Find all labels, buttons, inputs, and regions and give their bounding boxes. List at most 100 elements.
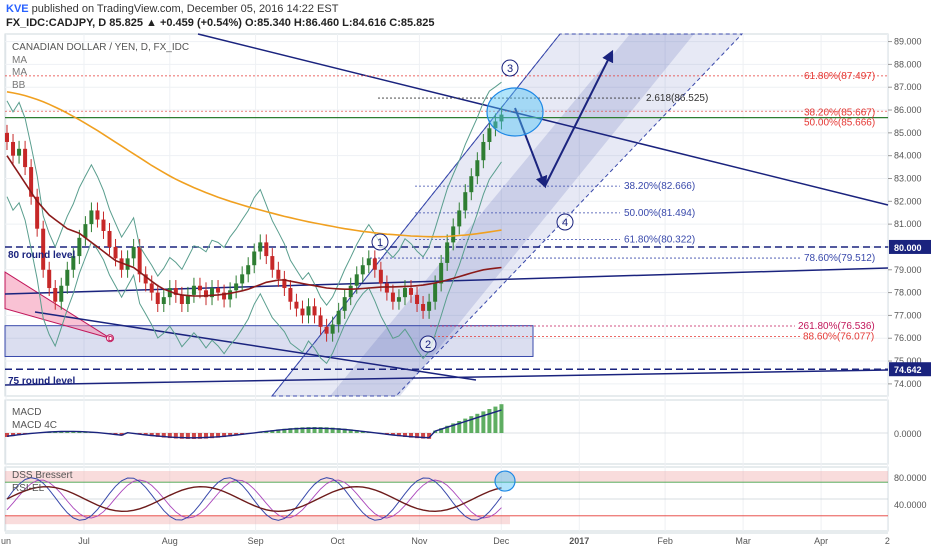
candle-body [132, 247, 136, 258]
candle-body [469, 176, 473, 192]
macd-4c-label[interactable]: MACD 4C [12, 420, 57, 431]
price-badge-80.000: 80.000 [894, 243, 922, 253]
candle-body [65, 270, 69, 286]
candle-body [481, 142, 485, 160]
candle-body [156, 293, 160, 304]
price-tick-label: 87.000 [894, 82, 922, 92]
time-label-Aug: Aug [162, 536, 178, 546]
candle-body [11, 142, 15, 156]
fib-lower-label-0: 261.80%(76.536) [798, 321, 875, 332]
time-label-un: un [1, 536, 11, 546]
candle-body [264, 242, 268, 256]
candle-body [397, 297, 401, 302]
candle-body [114, 247, 118, 258]
dss-40-tick: 40.0000 [894, 500, 927, 510]
fib-lower-label-1: 88.60%(76.077) [803, 331, 874, 342]
time-label-2017: 2017 [569, 536, 589, 546]
time-label-Nov: Nov [411, 536, 428, 546]
candle-body [246, 265, 250, 274]
candle-body [379, 270, 383, 284]
time-label-Feb: Feb [657, 536, 673, 546]
candle-body [325, 327, 329, 334]
candle-body [349, 286, 353, 297]
candle-body [319, 315, 323, 326]
candle-body [108, 231, 112, 247]
candle-body [409, 288, 413, 295]
candle-body [270, 256, 274, 270]
candle-body [180, 295, 184, 304]
candle-body [427, 302, 431, 311]
publisher-line: KVE published on TradingView.com, Decemb… [6, 3, 339, 15]
macd-label[interactable]: MACD [12, 407, 41, 418]
candle-body [331, 325, 335, 334]
price-tick-label: 74.000 [894, 379, 922, 389]
candle-body [367, 258, 371, 265]
candle-body [300, 309, 304, 316]
legend-ma-2[interactable]: MA [12, 67, 27, 78]
candle-body [445, 242, 449, 263]
symbol-ohlc-line: FX_IDC:CADJPY, D 85.825 ▲ +0.459 (+0.54%… [6, 17, 435, 29]
candle-body [198, 286, 202, 291]
price-tick-label: 76.000 [894, 333, 922, 343]
candle-body [385, 283, 389, 292]
fib-retrace-label-0: 38.20%(82.666) [624, 181, 695, 192]
pattern-point-d: D [108, 336, 113, 343]
candle-body [23, 149, 27, 167]
dss-label[interactable]: DSS Bressert [12, 470, 73, 481]
price-tick-label: 88.000 [894, 59, 922, 69]
publisher-user[interactable]: KVE [6, 3, 29, 15]
macd-histogram-bar [487, 409, 491, 433]
price-axis[interactable]: 89.000 88.000 87.000 86.000 85.000 84.000 83.0… [888, 37, 931, 389]
candle-body [463, 192, 467, 210]
price-tick-label: 86.000 [894, 105, 922, 115]
macd-histogram-bar [493, 407, 497, 433]
candle-body [307, 306, 311, 315]
candle-body [89, 210, 93, 224]
candle-body [47, 270, 51, 288]
legend-bb[interactable]: BB [12, 80, 26, 91]
price-tick-label: 83.000 [894, 173, 922, 183]
rsi-el-label[interactable]: RSI-EL [12, 483, 45, 494]
candle-body [192, 286, 196, 295]
time-label-Dec: Dec [493, 536, 510, 546]
price-tick-label: 78.000 [894, 288, 922, 298]
price-tick-label: 84.000 [894, 151, 922, 161]
wave-label-1: 1 [377, 237, 383, 249]
time-label-2: 2 [885, 536, 890, 546]
candle-body [59, 286, 63, 302]
legend-ma-1[interactable]: MA [12, 55, 27, 66]
publisher-text: published on TradingView.com, December 0… [29, 3, 339, 15]
fib-retrace-label-2: 61.80%(80.322) [624, 235, 695, 246]
price-badge-74.642: 74.642 [894, 365, 922, 375]
time-label-Oct: Oct [330, 536, 345, 546]
price-tick-label: 89.000 [894, 37, 922, 47]
fib-retrace-label-1: 50.00%(81.494) [624, 208, 695, 219]
dss-highlight-circle [495, 471, 515, 491]
candle-body [361, 265, 365, 274]
candle-body [288, 288, 292, 302]
price-tick-label: 85.000 [894, 128, 922, 138]
candle-body [162, 297, 166, 304]
time-label-Jul: Jul [78, 536, 90, 546]
candle-body [294, 302, 298, 309]
fib-upper-50: 50.00%(85.666) [804, 118, 875, 129]
candle-body [421, 304, 425, 311]
candle-body [53, 288, 57, 302]
candle-body [77, 238, 81, 256]
candle-body [475, 160, 479, 176]
sub-pane-axes: 0.0000 80.0000 40.0000 [894, 429, 927, 510]
price-tick-label: 77.000 [894, 310, 922, 320]
wave-label-4: 4 [562, 217, 568, 229]
candle-body [17, 149, 21, 156]
candle-body [150, 283, 154, 292]
fib-upper-61: 61.80%(87.497) [804, 71, 875, 82]
fib-retrace-label-3: 78.60%(79.512) [804, 253, 875, 264]
candle-body [95, 210, 99, 219]
candle-body [313, 306, 317, 315]
price-tick-label: 79.000 [894, 265, 922, 275]
candle-body [403, 288, 407, 297]
round-75-label: 75 round level [8, 376, 75, 387]
